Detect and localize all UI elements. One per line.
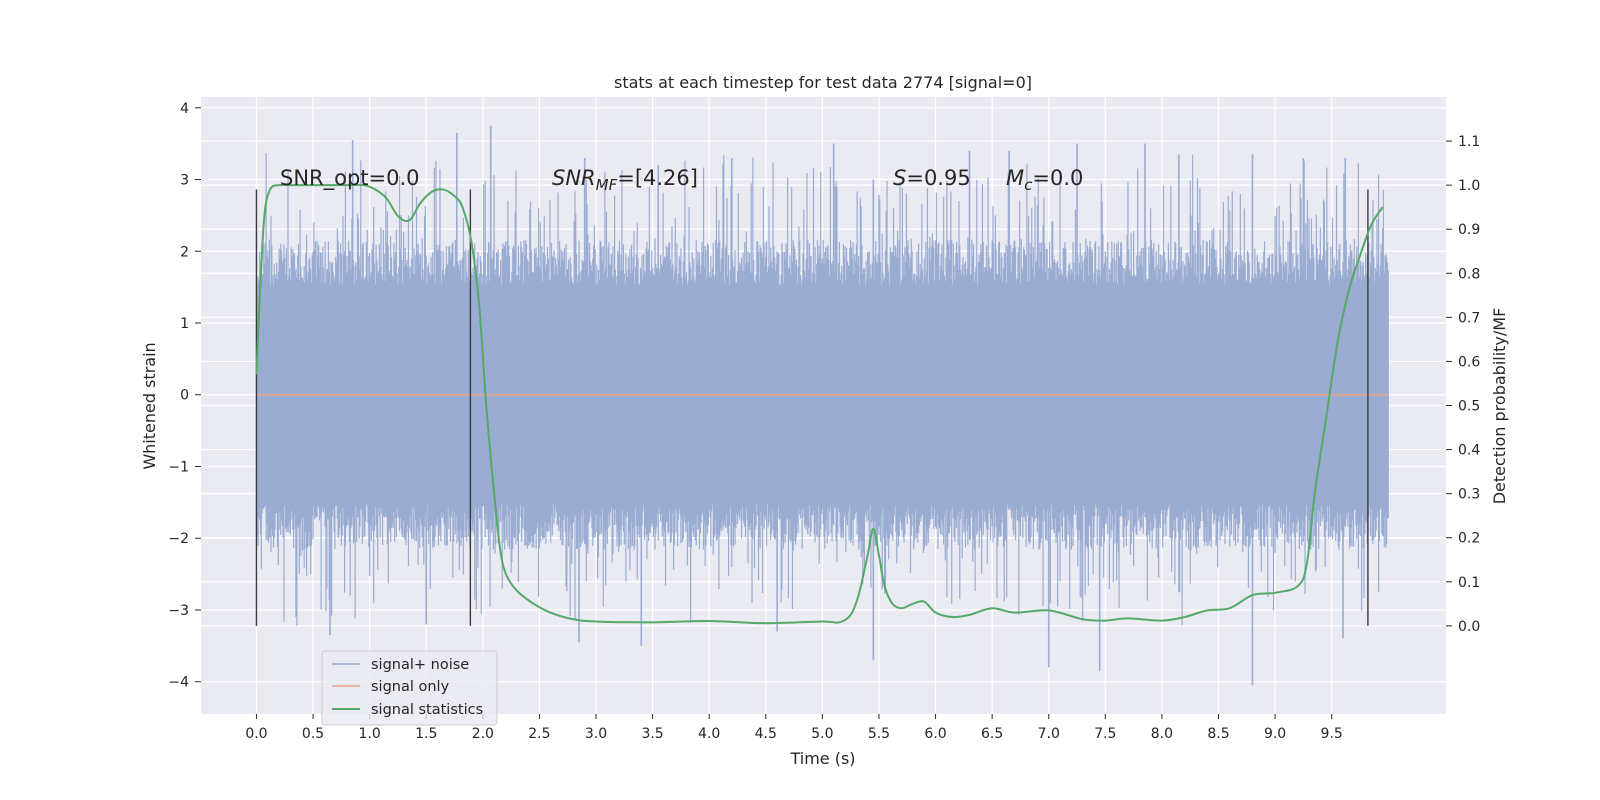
y-right-tick-label: 1.1 (1458, 134, 1480, 150)
x-tick-labels: 0.0 0.5 1.0 1.5 2.0 2.5 3.0 3.5 4.0 4.5 5.0 5.5 6.0 6… (245, 714, 1343, 742)
y-axis-label-left: Whitened strain (140, 342, 159, 469)
y-right-tick-label: 0.4 (1458, 443, 1480, 459)
legend-label-signal-noise: signal+ noise (371, 657, 469, 673)
mc-name: M (1006, 166, 1024, 190)
y-axis-label-right: Detection probability/MF (1490, 308, 1509, 505)
y-right-tick-labels: 0.0 0.1 0.2 0.3 0.4 0.5 0.6 0.7 0.8 0.9 1.0 1.1 (1446, 134, 1480, 635)
annotation-s: S=0.95 (893, 166, 971, 190)
snr-mf-value: =[4.26] (617, 166, 698, 190)
y-right-tick-label: 0.2 (1458, 531, 1480, 547)
x-tick-label: 6.5 (981, 726, 1003, 742)
y-right-tick-label: 0.3 (1458, 487, 1480, 503)
x-tick-label: 7.0 (1038, 726, 1060, 742)
x-tick-label: 9.0 (1264, 726, 1286, 742)
x-tick-label: 7.5 (1094, 726, 1116, 742)
y-right-tick-label: 0.7 (1458, 310, 1480, 326)
y-right-tick-label: 0.6 (1458, 354, 1480, 370)
signal-noise-series (255, 125, 1389, 686)
y-left-tick-label: 2 (180, 244, 189, 260)
y-right-tick-label: 1.0 (1458, 178, 1480, 194)
x-tick-label: 5.0 (811, 726, 833, 742)
y-left-tick-label: −2 (168, 531, 189, 547)
s-name: S (893, 166, 906, 190)
x-tick-label: 8.5 (1207, 726, 1229, 742)
legend: signal+ noise signal only signal statist… (321, 650, 498, 726)
x-tick-label: 0.0 (245, 726, 267, 742)
x-tick-label: 2.0 (472, 726, 494, 742)
mc-subscript: c (1024, 176, 1033, 194)
x-tick-label: 8.0 (1151, 726, 1173, 742)
x-tick-label: 3.0 (585, 726, 607, 742)
annotation-snr-mf: SNRMF=[4.26] (552, 166, 698, 194)
x-tick-label: 6.0 (924, 726, 946, 742)
snr-mf-name: SNR (552, 166, 596, 190)
y-left-tick-label: −1 (168, 459, 189, 475)
vertical-markers (255, 189, 1369, 626)
snr-mf-subscript: MF (596, 176, 618, 194)
signal-statistics-line (255, 183, 1384, 625)
y-left-tick-label: 3 (180, 173, 189, 189)
x-tick-label: 1.0 (359, 726, 381, 742)
x-tick-label: 9.5 (1321, 726, 1343, 742)
legend-label-signal-statistics: signal statistics (371, 702, 483, 718)
y-left-tick-label: −4 (168, 675, 189, 691)
legend-box (321, 650, 498, 726)
y-left-tick-labels: −4 −3 −2 −1 0 1 2 3 4 (168, 101, 201, 691)
x-axis-label: Time (s) (789, 749, 855, 768)
x-tick-label: 1.5 (415, 726, 437, 742)
mc-value: =0.0 (1032, 166, 1083, 190)
noise-extremes (295, 125, 1347, 686)
legend-label-signal-only: signal only (371, 679, 450, 695)
y-right-tick-label: 0.5 (1458, 399, 1480, 415)
x-tick-label: 5.5 (868, 726, 890, 742)
y-left-tick-label: 1 (180, 316, 189, 332)
y-left-tick-label: 4 (180, 101, 189, 117)
y-right-tick-label: 0.8 (1458, 266, 1480, 282)
s-value: =0.95 (906, 166, 970, 190)
x-tick-label: 4.0 (698, 726, 720, 742)
annotation-mc: Mc=0.0 (1006, 166, 1083, 194)
x-tick-label: 0.5 (302, 726, 324, 742)
y-left-tick-label: 0 (180, 388, 189, 404)
y-left-tick-label: −3 (168, 603, 189, 619)
y-right-tick-label: 0.0 (1458, 619, 1480, 635)
annotation-snr-opt: SNR_opt=0.0 (280, 166, 420, 191)
y-right-tick-label: 0.9 (1458, 222, 1480, 238)
x-tick-label: 3.5 (641, 726, 663, 742)
y-right-tick-label: 0.1 (1458, 575, 1480, 591)
x-tick-label: 2.5 (528, 726, 550, 742)
chart-title: stats at each timestep for test data 277… (614, 73, 1032, 92)
x-tick-label: 4.5 (755, 726, 777, 742)
